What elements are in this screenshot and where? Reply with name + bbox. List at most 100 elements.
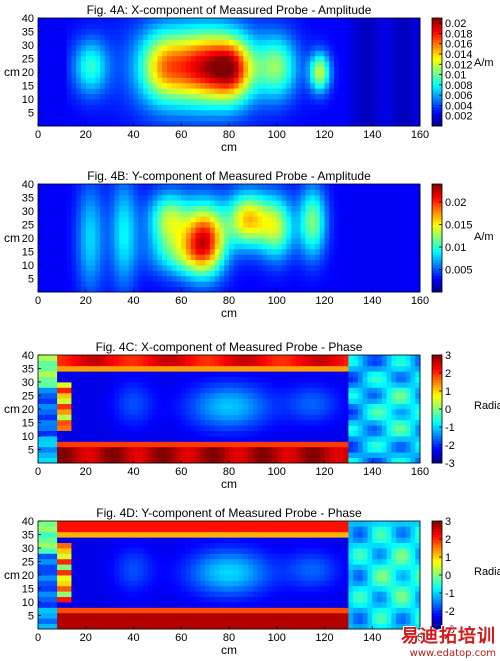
heatmap-cell (372, 45, 378, 51)
heatmap-cell (214, 430, 220, 437)
heatmap-cell (57, 360, 63, 367)
heatmap-cell (353, 28, 359, 35)
heatmap-cell (377, 275, 383, 282)
heatmap-cell (386, 205, 392, 212)
heatmap-cell (334, 457, 340, 464)
heatmap-cell (400, 99, 407, 105)
heatmap-cell (305, 109, 311, 116)
heatmap-cell (143, 99, 149, 105)
heatmap-cell (377, 371, 383, 377)
heatmap-cell (314, 72, 321, 78)
heatmap-cell (104, 238, 111, 244)
heatmap-cell (119, 392, 125, 399)
heatmap-cell (343, 28, 349, 35)
heatmap-cell (334, 275, 340, 282)
heatmap-cell (66, 72, 72, 78)
heatmap-cell (405, 425, 411, 431)
heatmap-cell (262, 93, 268, 100)
heatmap-cell (143, 216, 149, 223)
heatmap-cell (310, 275, 316, 282)
heatmap-cell (190, 88, 196, 94)
heatmap-cell (104, 109, 111, 116)
heatmap-cell (291, 45, 297, 51)
heatmap-cell (47, 446, 53, 453)
heatmap-cell (200, 425, 206, 431)
heatmap-cell (271, 392, 278, 399)
heatmap-cell (114, 286, 120, 293)
heatmap-cell (195, 238, 201, 244)
heatmap-cell (248, 452, 254, 458)
heatmap-cell (286, 205, 292, 212)
heatmap-cell (343, 72, 349, 78)
heatmap-cell (76, 93, 82, 100)
heatmap-cell (224, 66, 230, 73)
heatmap-cell (267, 441, 273, 448)
heatmap-cell (415, 55, 421, 62)
heatmap-cell (267, 194, 273, 201)
heatmap-cell (310, 72, 316, 78)
heatmap-cell (138, 216, 144, 223)
heatmap-cell (248, 216, 254, 223)
heatmap-cell (186, 200, 192, 206)
heatmap-cell (195, 452, 201, 458)
heatmap-cell (104, 436, 111, 442)
heatmap-cell (133, 66, 139, 73)
heatmap-cell (100, 28, 106, 35)
heatmap-cell (338, 382, 345, 388)
x-tick-label: 140 (363, 295, 381, 307)
heatmap-cell (138, 243, 144, 250)
heatmap-cell (133, 232, 139, 239)
heatmap-cell (190, 93, 196, 100)
heatmap-cell (190, 371, 196, 377)
heatmap-cell (200, 243, 206, 250)
heatmap-cell (133, 88, 139, 94)
heatmap-cell (229, 232, 235, 239)
heatmap-cell (114, 66, 120, 73)
heatmap-cell (123, 184, 130, 190)
heatmap-cell (147, 265, 153, 271)
heatmap-cell (200, 99, 206, 105)
heatmap-cell (123, 18, 130, 24)
heatmap-cell (357, 82, 364, 89)
heatmap-cell (205, 115, 211, 121)
heatmap-cell (396, 61, 402, 67)
heatmap-cell (80, 387, 87, 394)
heatmap-cell (219, 376, 225, 383)
heatmap-cell (104, 425, 111, 431)
heatmap-cell (276, 355, 282, 361)
heatmap-cell (195, 61, 201, 67)
heatmap-cell (329, 189, 335, 196)
heatmap-cell (133, 446, 139, 453)
heatmap-cell (133, 227, 139, 233)
heatmap-cell (114, 430, 120, 437)
heatmap-cell (162, 409, 168, 415)
heatmap-cell (343, 392, 349, 399)
heatmap-cell (47, 120, 53, 127)
heatmap-cell (281, 414, 287, 421)
heatmap-cell (176, 18, 182, 24)
heatmap-cell (57, 457, 63, 464)
heatmap-cell (123, 436, 130, 442)
heatmap-cell (195, 211, 201, 217)
heatmap-cell (243, 28, 249, 35)
heatmap-cell (334, 184, 340, 190)
heatmap-cell (219, 120, 225, 127)
heatmap-cell (109, 77, 115, 84)
heatmap-cell (310, 430, 316, 437)
heatmap-cell (233, 238, 239, 244)
heatmap-cell (219, 115, 225, 121)
heatmap-cell (114, 189, 120, 196)
heatmap-cell (319, 115, 325, 121)
heatmap-cell (152, 109, 158, 116)
heatmap-cell (381, 376, 387, 383)
heatmap-cell (276, 419, 282, 426)
heatmap-cell (219, 441, 225, 448)
heatmap-cell (119, 403, 125, 410)
heatmap-cell (410, 371, 416, 377)
heatmap-cell (267, 28, 273, 35)
heatmap-cell (319, 66, 325, 73)
heatmap-cell (267, 205, 273, 212)
heatmap-cell (286, 120, 292, 127)
heatmap-cell (257, 365, 263, 372)
heatmap-cell (219, 55, 225, 62)
